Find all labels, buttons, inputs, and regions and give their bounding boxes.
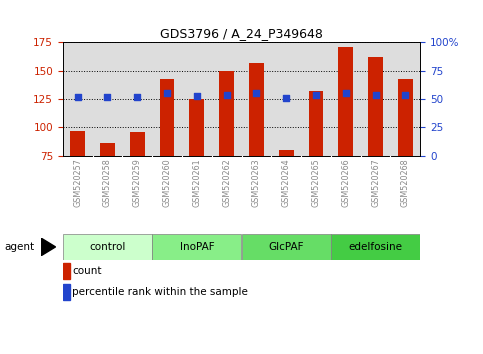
Text: GSM520268: GSM520268 (401, 158, 410, 207)
Bar (159, 79, 174, 241)
Bar (279, 150, 294, 241)
Point (163, 91, 171, 96)
Bar (219, 71, 234, 241)
Bar (338, 47, 353, 241)
Point (342, 91, 350, 96)
Bar (398, 79, 413, 241)
Bar (63, 263, 70, 279)
Bar (70, 131, 85, 241)
Bar (242, 234, 331, 260)
Text: GSM520258: GSM520258 (103, 158, 112, 207)
Text: GSM520266: GSM520266 (341, 158, 350, 207)
Text: GSM520267: GSM520267 (371, 158, 380, 207)
Point (193, 93, 201, 98)
Bar (309, 91, 324, 241)
Point (372, 92, 380, 97)
Text: GSM520265: GSM520265 (312, 158, 320, 207)
Text: percentile rank within the sample: percentile rank within the sample (72, 287, 248, 297)
Text: GSM520257: GSM520257 (73, 158, 82, 207)
Text: GSM520261: GSM520261 (192, 158, 201, 207)
Bar (63, 234, 152, 260)
Title: GDS3796 / A_24_P349648: GDS3796 / A_24_P349648 (160, 27, 323, 40)
Bar (249, 63, 264, 241)
Point (401, 92, 409, 97)
Bar (368, 57, 383, 241)
Point (253, 91, 260, 96)
Text: count: count (72, 266, 101, 276)
Text: agent: agent (5, 242, 35, 252)
Polygon shape (41, 238, 56, 256)
Point (282, 95, 290, 101)
Bar (331, 234, 420, 260)
Text: GSM520259: GSM520259 (133, 158, 142, 207)
Point (312, 92, 320, 97)
Bar (130, 132, 145, 241)
Text: edelfosine: edelfosine (349, 242, 402, 252)
Text: GSM520260: GSM520260 (163, 158, 171, 207)
Text: GSM520264: GSM520264 (282, 158, 291, 207)
Bar (63, 284, 70, 300)
Bar (152, 234, 242, 260)
Text: InoPAF: InoPAF (180, 242, 214, 252)
Text: control: control (89, 242, 126, 252)
Text: GSM520262: GSM520262 (222, 158, 231, 207)
Bar (189, 99, 204, 241)
Bar (100, 143, 115, 241)
Point (133, 94, 141, 100)
Point (74, 94, 82, 100)
Point (223, 92, 230, 97)
Text: GlcPAF: GlcPAF (269, 242, 304, 252)
Point (104, 94, 112, 100)
Text: GSM520263: GSM520263 (252, 158, 261, 207)
